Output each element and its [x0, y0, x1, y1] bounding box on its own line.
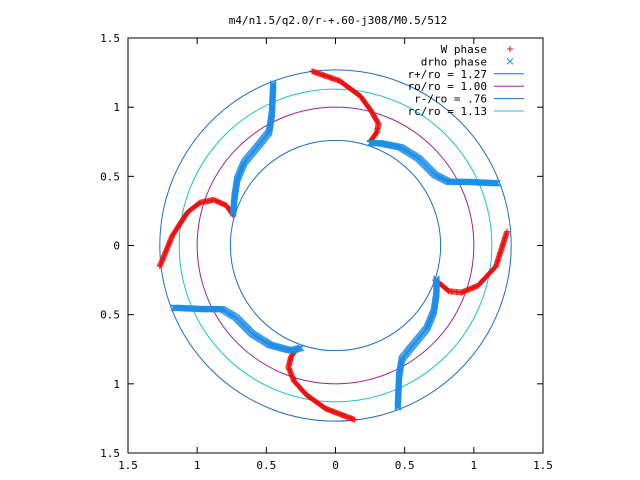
- chart-title: m4/n1.5/q2.0/r-+.60-j308/M0.5/512: [229, 14, 448, 27]
- y-tick-label: 1.5: [100, 32, 120, 45]
- series-0-arm-3: [156, 196, 237, 270]
- legend-entry-0: W phase: [441, 43, 513, 56]
- legend-entry-4: r-/ro = .76: [414, 93, 524, 106]
- data-point: [269, 81, 277, 89]
- data-point: [491, 179, 499, 187]
- series-0: [156, 68, 511, 423]
- series-1-arm-3: [229, 80, 277, 218]
- legend-label: rc/ro = 1.13: [408, 105, 487, 118]
- y-tick-label: 1: [113, 101, 120, 114]
- series-0-arm-2: [285, 346, 358, 423]
- x-tick-label: 1: [194, 459, 201, 472]
- legend-entry-2: r+/ro = 1.27: [408, 68, 524, 81]
- data-point: [493, 179, 501, 187]
- series-0-arm-0: [308, 68, 382, 145]
- data-point: [394, 402, 402, 410]
- series-1-arm-2: [170, 304, 305, 354]
- legend-entry-3: ro/ro = 1.00: [408, 80, 524, 93]
- data-series: [156, 68, 511, 423]
- y-tick-label: 0.5: [100, 170, 120, 183]
- y-tick-label: 1: [113, 378, 120, 391]
- series-1-arm-0: [366, 139, 501, 187]
- legend-label: drho phase: [421, 55, 487, 68]
- legend-entry-1: drho phase: [421, 55, 514, 68]
- x-tick-label: 1: [471, 459, 478, 472]
- data-point: [170, 304, 178, 312]
- circle-1: [196, 106, 475, 385]
- series-1: [170, 80, 501, 411]
- x-tick-label: 0.5: [256, 459, 276, 472]
- axis-ticks: 1.5 1 0.5 0 0.5 1 1.51.510.500.511.5: [100, 32, 553, 472]
- series-1-arm-1: [394, 275, 440, 411]
- x-tick-label: 0.5: [395, 459, 415, 472]
- data-point: [172, 304, 180, 312]
- circle-3: [178, 88, 493, 403]
- legend-label: ro/ro = 1.00: [408, 80, 487, 93]
- series-0-arm-1: [432, 228, 511, 296]
- y-tick-label: 0: [113, 240, 120, 253]
- x-tick-label: 1.5: [533, 459, 553, 472]
- circle-2: [229, 139, 442, 352]
- y-tick-label: 0.5: [100, 309, 120, 322]
- x-tick-label: 1.5: [118, 459, 138, 472]
- data-point: [394, 401, 402, 409]
- legend-label: r-/ro = .76: [414, 93, 487, 106]
- data-point: [269, 82, 277, 90]
- reference-circles: [159, 69, 512, 422]
- data-point: [171, 304, 179, 312]
- y-tick-label: 1.5: [100, 447, 120, 460]
- legend-marker-swatch: [506, 58, 514, 65]
- legend-entry-5: rc/ro = 1.13: [408, 105, 524, 118]
- data-point: [269, 80, 277, 88]
- legend-label: W phase: [441, 43, 487, 56]
- x-tick-label: 0: [332, 459, 339, 472]
- data-point: [394, 403, 402, 411]
- legend-marker-swatch: [507, 46, 513, 52]
- circle-0: [159, 69, 512, 422]
- data-point: [492, 179, 500, 187]
- legend-label: r+/ro = 1.27: [408, 68, 487, 81]
